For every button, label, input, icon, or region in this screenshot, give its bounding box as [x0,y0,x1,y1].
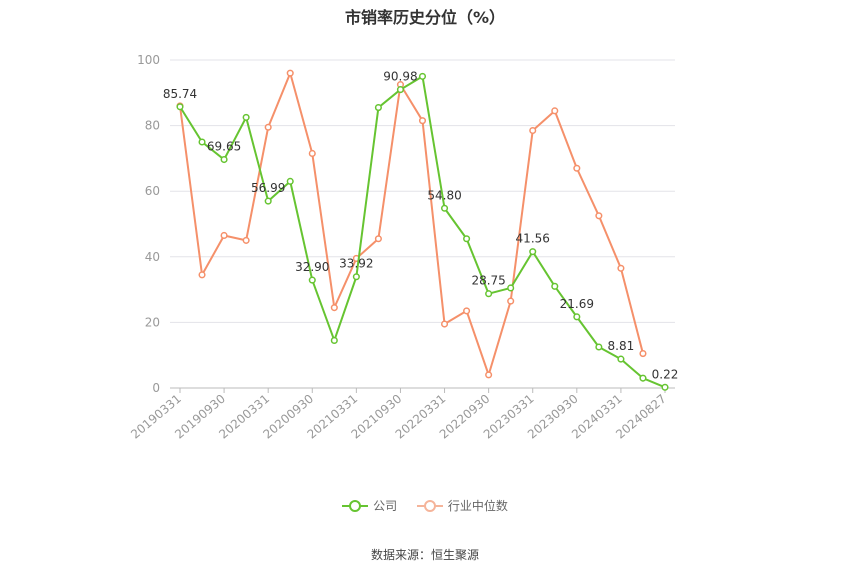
y-tick-label: 40 [145,250,160,264]
company-series-point [485,290,493,298]
data-label: 28.75 [471,274,505,288]
industry-median-series-point [639,350,647,358]
company-series-point [308,276,316,284]
company-series-point [661,383,669,391]
gridlines [170,59,675,323]
data-label: 85.74 [163,87,197,101]
legend-swatch-company [342,499,369,513]
company-series-point [617,355,625,363]
company-series-point [242,113,250,121]
y-tick-label: 0 [152,381,160,395]
data-label: 54.80 [427,188,461,202]
company-series-point [374,104,382,112]
company-series-point [595,343,603,351]
data-label: 90.98 [383,70,417,84]
data-label: 41.56 [516,232,550,246]
industry-median-series-point [374,235,382,243]
company-series-point [264,197,272,205]
legend-label-industry-median: 行业中位数 [447,499,508,513]
y-tick-label: 60 [145,184,160,198]
y-tick-label: 20 [145,315,160,329]
company-series-point [198,138,206,146]
industry-median-series-point [485,371,493,379]
axes: 0204060801002019033120190930202003312020… [128,53,675,442]
y-tick-label: 80 [145,119,160,133]
data-labels: 85.74 69.65 56.99 32.90 33.92 90.98 54.80 28.75… [163,70,679,382]
legend: 公司 行业中位数 [0,497,850,516]
data-label: 56.99 [251,181,285,195]
industry-median-series-line [179,72,644,376]
industry-median-series-point [242,236,250,244]
industry-median-series-point [595,212,603,220]
data-label: 8.81 [608,339,635,353]
industry-median-series-point [264,123,272,131]
company-series-point [507,284,515,292]
data-label: 69.65 [207,140,241,154]
legend-item-company[interactable]: 公司 [342,497,397,514]
company-series-point [286,177,294,185]
company-series-point [418,72,427,80]
industry-median-series-point [308,149,316,158]
data-label: 21.69 [560,297,594,311]
industry-median-series-point [463,307,471,315]
industry-median-series-point [440,320,449,328]
company-series-point [396,86,405,94]
industry-median-series-point [551,107,559,115]
legend-item-industry-median[interactable]: 行业中位数 [416,497,508,514]
company-series-point [529,248,537,256]
industry-median-series-point [529,126,537,135]
data-label: 32.90 [295,260,329,274]
industry-median-series-point [198,271,206,279]
company-series-point [220,155,228,164]
data-label: 0.22 [652,367,679,381]
legend-swatch-industry-median [416,499,443,513]
company-series-point [573,313,581,321]
company-series-point [639,374,647,382]
company-series-point [352,273,360,281]
company-series-point [440,204,449,212]
industry-median-series-point [286,69,294,77]
industry-median-series-point [418,117,427,125]
y-tick-label: 100 [137,53,160,67]
industry-median-series-point [220,231,228,240]
data-label: 33.92 [339,257,373,271]
industry-median-series-point [573,164,581,172]
series [176,69,669,391]
company-series-point [463,235,471,243]
industry-median-series-point [507,297,515,305]
source-note: 数据来源：恒生聚源 [370,548,479,562]
industry-median-series-point [330,304,338,312]
company-series-point [551,282,559,290]
company-series-point [330,336,338,344]
legend-label-company: 公司 [373,499,398,513]
industry-median-series-point [617,264,625,272]
company-series-point [176,103,184,111]
chart-title: 市销率历史分位（%） [344,8,506,27]
